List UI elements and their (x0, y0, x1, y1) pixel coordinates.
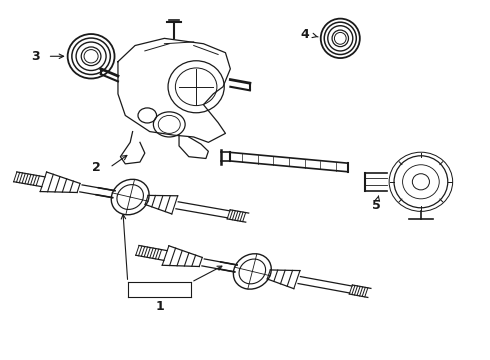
Text: 3: 3 (31, 50, 40, 63)
Text: 5: 5 (371, 199, 380, 212)
Ellipse shape (334, 32, 346, 44)
Text: 4: 4 (300, 28, 309, 41)
Text: 1: 1 (155, 300, 164, 313)
Text: 2: 2 (92, 161, 100, 174)
Ellipse shape (84, 50, 98, 63)
